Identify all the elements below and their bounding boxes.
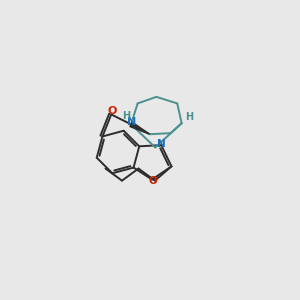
- Text: N: N: [128, 117, 137, 127]
- Polygon shape: [130, 122, 150, 134]
- Text: N: N: [157, 139, 166, 149]
- Text: O: O: [148, 176, 158, 185]
- Text: H: H: [186, 112, 194, 122]
- Text: O: O: [108, 106, 117, 116]
- Text: H: H: [122, 111, 130, 121]
